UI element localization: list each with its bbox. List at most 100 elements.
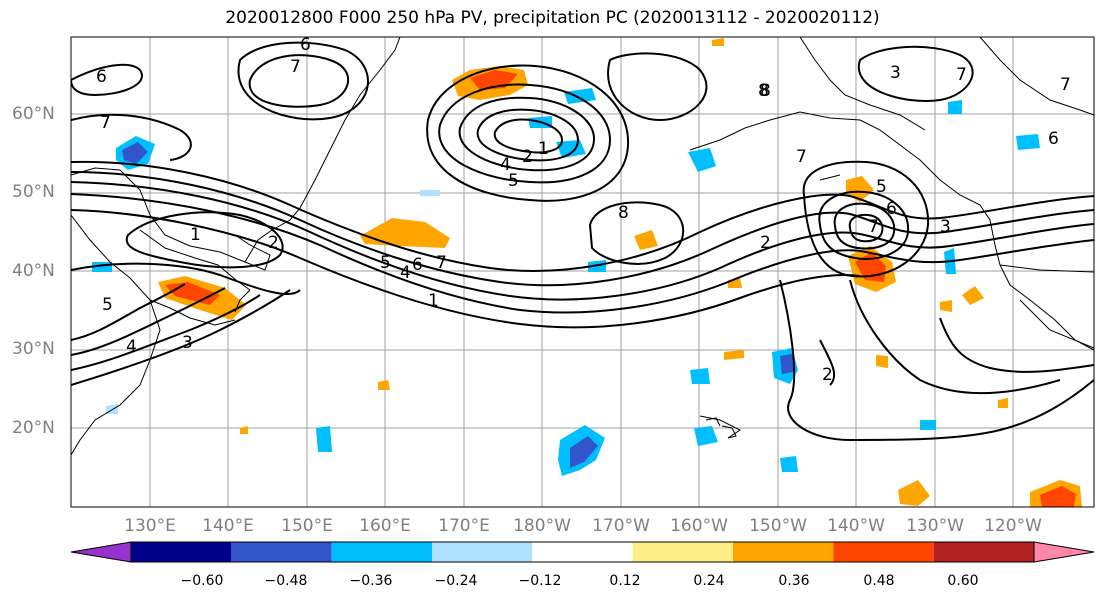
contour-label: 7 — [868, 217, 879, 237]
contour-label: 5 — [102, 295, 113, 315]
colorbar-tick: 0.60 — [947, 573, 979, 589]
contour-label: 1 — [428, 291, 439, 311]
colorbar-tick: −0.48 — [264, 573, 308, 589]
lon-label: 180°W — [513, 516, 571, 536]
contour-label: 1 — [538, 139, 549, 159]
precip-patch — [962, 286, 984, 305]
contour-label: 7 — [436, 253, 447, 273]
colorbar-segment — [632, 542, 733, 562]
precip-patch — [940, 300, 952, 312]
colorbar-segment — [131, 542, 232, 562]
precip-patch — [712, 38, 724, 46]
contour-label: 8 — [760, 81, 771, 101]
colorbar-frame — [130, 541, 1035, 563]
lon-label: 150°E — [281, 516, 333, 536]
contour-label: 5 — [380, 253, 391, 273]
contour-label: 7 — [290, 57, 301, 77]
lon-label: 150°W — [749, 516, 807, 536]
colorbar-tick: −0.12 — [518, 573, 562, 589]
colorbar-segment — [432, 542, 533, 562]
precip-patch — [898, 480, 930, 506]
precip-patches — [92, 38, 1082, 507]
precip-patch — [780, 354, 794, 374]
colorbar-tick: 0.48 — [863, 573, 895, 589]
precip-patch — [570, 436, 598, 468]
precip-patch — [694, 426, 718, 446]
lat-label: 50°N — [12, 182, 55, 202]
contour-label: 8 — [618, 203, 629, 223]
contour-label: 7 — [100, 113, 111, 133]
lat-label: 20°N — [12, 418, 55, 438]
contour-labels: 6 7 6 7 1 2 4 5 8 7 1 5 4 3 2 5 4 6 7 1 … — [96, 35, 1071, 385]
colorbar-tick: 0.12 — [609, 573, 641, 589]
contour-label: 7 — [956, 65, 967, 85]
colorbar-extend-low — [70, 541, 132, 563]
lon-label: 160°E — [359, 516, 411, 536]
precip-patch — [876, 355, 888, 368]
contour-label: 6 — [412, 255, 423, 275]
colorbar-tick: 0.24 — [693, 573, 725, 589]
colorbar-tick: −0.36 — [349, 573, 393, 589]
contour-label: 2 — [760, 233, 771, 253]
precip-patch — [634, 230, 658, 250]
plot-border — [70, 36, 1095, 508]
pv-contours — [71, 41, 1094, 442]
precip-patch — [240, 426, 248, 434]
contour-label: 8 — [758, 81, 769, 101]
contour-label: 2 — [522, 147, 533, 167]
precip-patch — [920, 420, 936, 430]
contour-label: 5 — [876, 177, 887, 197]
lon-label: 170°E — [438, 516, 490, 536]
colorbar-segment — [933, 542, 1034, 562]
colorbar — [70, 541, 1095, 563]
contour-label: 3 — [940, 217, 951, 237]
contour-label: 4 — [500, 155, 511, 175]
contour-label: 7 — [796, 147, 807, 167]
colorbar-extend-high — [1033, 541, 1095, 563]
precip-patch — [780, 456, 798, 472]
lon-label: 130°W — [906, 516, 964, 536]
lon-label: 170°W — [592, 516, 650, 536]
precip-patch — [556, 140, 586, 158]
precip-patch — [316, 426, 332, 452]
colorbar-tick: −0.24 — [434, 573, 478, 589]
colorbar-segment — [231, 542, 332, 562]
precip-patch — [690, 368, 710, 384]
precip-patch — [846, 176, 874, 202]
contour-label: 6 — [96, 67, 107, 87]
precip-patch — [564, 88, 596, 104]
contour-label: 1 — [190, 225, 201, 245]
colorbar-tick: 0.36 — [778, 573, 810, 589]
coastlines — [71, 37, 1094, 456]
contour-label: 6 — [300, 35, 311, 55]
contour-label: 2 — [822, 365, 833, 385]
precip-patch — [688, 148, 716, 172]
lat-label: 60°N — [12, 104, 55, 124]
colorbar-segment — [532, 542, 633, 562]
contour-label: 5 — [508, 171, 519, 191]
precip-patch — [122, 142, 148, 164]
contour-label: 6 — [886, 199, 897, 219]
precip-patch — [1016, 134, 1040, 150]
colorbar-segment — [733, 542, 834, 562]
contour-label: 7 — [1060, 75, 1071, 95]
colorbar-segment — [833, 542, 934, 562]
lon-label: 140°E — [202, 516, 254, 536]
contour-label: 2 — [268, 233, 279, 253]
precip-patch — [378, 380, 390, 390]
lon-label: 140°W — [827, 516, 885, 536]
precip-patch — [420, 190, 440, 196]
lat-label: 40°N — [12, 261, 55, 281]
precip-patch — [1040, 486, 1076, 507]
hawaii-islands — [705, 417, 737, 439]
lon-label: 130°E — [124, 516, 176, 536]
colorbar-segment — [331, 542, 432, 562]
precip-patch — [724, 350, 744, 360]
lon-label: 160°W — [670, 516, 728, 536]
contour-label: 6 — [1048, 129, 1059, 149]
lat-label: 30°N — [12, 339, 55, 359]
colorbar-tick: −0.60 — [180, 573, 224, 589]
contour-label: 4 — [126, 337, 137, 357]
precip-patch — [998, 398, 1008, 408]
